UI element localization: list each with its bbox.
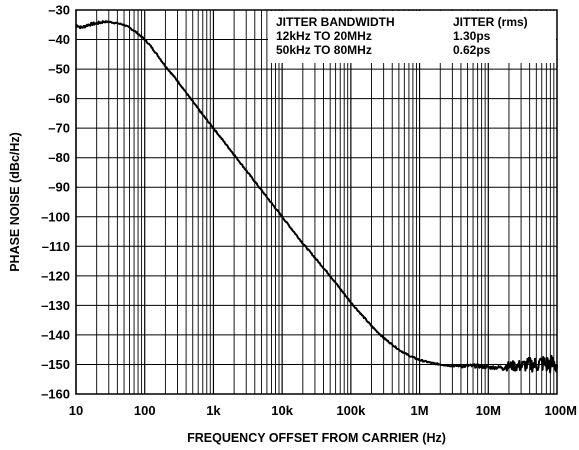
- x-tick-label: 10k: [271, 403, 293, 418]
- plot-frame: [75, 9, 558, 395]
- legend-row-1-bandwidth: 12kHz TO 20MHz: [276, 29, 372, 43]
- x-tick-label: 1k: [206, 403, 221, 418]
- y-tick-label: –130: [41, 298, 70, 313]
- y-tick-label: –40: [48, 32, 70, 47]
- x-tick-label: 1M: [411, 403, 429, 418]
- y-tick-label: –80: [48, 150, 70, 165]
- y-tick-label: –70: [48, 121, 70, 136]
- grid: [75, 9, 557, 395]
- y-tick-label: –160: [41, 387, 70, 402]
- x-axis-title: FREQUENCY OFFSET FROM CARRIER (Hz): [187, 431, 446, 445]
- y-tick-label: –150: [41, 357, 70, 372]
- x-tick-label: 100M: [544, 403, 577, 418]
- legend-header-jitter: JITTER (rms): [453, 15, 528, 29]
- y-tick-label: –50: [48, 62, 70, 77]
- y-tick-label: –110: [42, 239, 70, 254]
- legend-row-2-bandwidth: 50kHz TO 80MHz: [276, 43, 372, 57]
- x-tick-label: 100k: [336, 403, 366, 418]
- y-tick-label: –140: [41, 327, 70, 342]
- legend-header-bandwidth: JITTER BANDWIDTH: [276, 15, 395, 29]
- series-layer: [75, 20, 558, 374]
- legend-table: JITTER BANDWIDTH JITTER (rms) 12kHz TO 2…: [268, 11, 556, 63]
- x-tick-labels: 10 100 1k 10k 100k 1M 10M 100M: [69, 403, 577, 418]
- y-tick-label: –60: [48, 91, 70, 106]
- y-tick-label: –30: [48, 3, 70, 18]
- y-tick-label: –100: [41, 209, 70, 224]
- series-line-1: [75, 20, 558, 374]
- x-tick-label: 100: [134, 403, 156, 418]
- y-tick-label: –90: [48, 180, 70, 195]
- legend-row-2-jitter: 0.62ps: [453, 43, 491, 57]
- x-tick-label: 10: [69, 403, 83, 418]
- y-axis-title: PHASE NOISE (dBc/Hz): [8, 132, 22, 272]
- y-tick-labels: –30 –40 –50 –60 –70 –80 –90 –100 –110 –120 –130 –14…: [41, 3, 70, 402]
- legend-background: [268, 11, 556, 63]
- y-tick-label: –120: [41, 268, 70, 283]
- x-tick-label: 10M: [476, 403, 501, 418]
- legend-row-1-jitter: 1.30ps: [453, 29, 491, 43]
